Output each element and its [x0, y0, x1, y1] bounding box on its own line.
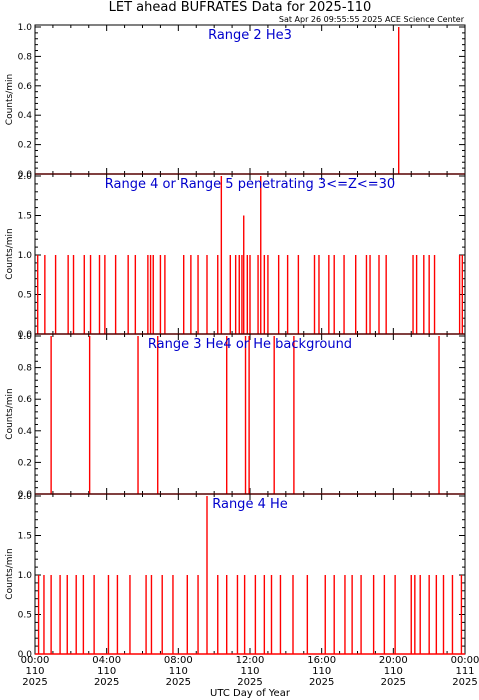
x-tick-time: 12:00 — [236, 655, 265, 666]
timestamp: Sat Apr 26 09:55:55 2025 ACE Science Cen… — [279, 15, 465, 24]
panel-frame — [34, 333, 466, 495]
y-tick-label: 2.0 — [18, 172, 33, 182]
panel-4: 0.0 0.5 1.0 1.5 2.0 Counts/min Range 4 He — [5, 492, 466, 660]
y-axis-label: Counts/min — [5, 228, 15, 279]
x-tick-year: 2025 — [237, 677, 262, 688]
panel-frame — [34, 24, 466, 175]
x-tick-time: 08:00 — [164, 655, 193, 666]
y-tick-label: 0.0 — [18, 650, 33, 660]
y-tick-label: 2.0 — [18, 492, 33, 502]
x-tick-year: 2025 — [309, 677, 334, 688]
x-tick-time: 16:00 — [307, 655, 336, 666]
y-tick-label: 0.8 — [18, 52, 33, 62]
y-axis-label: Counts/min — [5, 74, 15, 125]
y-tick-label: 1.0 — [18, 571, 33, 581]
y-axis-label: Counts/min — [5, 548, 15, 599]
y-tick-label: 1.5 — [18, 532, 32, 542]
y-tick-label: 1.0 — [18, 251, 33, 261]
x-tick-doy: 110 — [97, 666, 116, 677]
y-tick-label: 0.0 — [18, 170, 33, 180]
panel-label: Range 4 or Range 5 penetrating 3<=Z<=30 — [105, 177, 395, 192]
y-axis-label: Counts/min — [5, 388, 15, 439]
x-tick-year: 2025 — [22, 677, 47, 688]
y-tick-label: 1.5 — [18, 212, 32, 222]
y-tick-label: 0.0 — [18, 490, 33, 500]
y-tick-label: 0.2 — [18, 458, 32, 468]
panel-label: Range 2 He3 — [208, 28, 292, 43]
x-tick-doy: 111 — [455, 666, 474, 677]
x-tick-year: 2025 — [381, 677, 406, 688]
x-tick-time: 20:00 — [379, 655, 408, 666]
chart-title: LET ahead BUFRATES Data for 2025-110 — [109, 0, 372, 15]
x-tick-year: 2025 — [94, 677, 119, 688]
panel-label: Range 4 He — [212, 497, 288, 512]
y-tick-label: 1.0 — [18, 23, 33, 33]
y-tick-label: 0.5 — [18, 291, 32, 301]
panel-frame — [34, 493, 466, 655]
panel-3: 0.0 0.2 0.4 0.6 0.8 1.0 Counts/min Range 3 He4 … — [5, 332, 466, 500]
x-tick-time: 04:00 — [92, 655, 121, 666]
x-tick-doy: 110 — [312, 666, 331, 677]
y-tick-label: 0.2 — [18, 141, 32, 151]
panel-1: 0.0 0.2 0.4 0.6 0.8 1.0 Counts/min Range 2 He3 — [5, 23, 466, 180]
x-axis-label: UTC Day of Year — [210, 688, 291, 699]
y-tick-label: 0.6 — [18, 395, 33, 405]
y-tick-label: 0.5 — [18, 611, 32, 621]
y-tick-label: 0.8 — [18, 364, 33, 374]
x-tick-year: 2025 — [452, 677, 477, 688]
panel-label: Range 3 He4 or He background — [148, 337, 352, 352]
x-tick-doy: 110 — [169, 666, 188, 677]
x-tick-doy: 110 — [25, 666, 44, 677]
y-tick-label: 0.4 — [18, 111, 33, 121]
y-tick-label: 0.0 — [18, 330, 33, 340]
x-tick-year: 2025 — [166, 677, 191, 688]
y-tick-label: 0.4 — [18, 427, 33, 437]
x-tick-doy: 110 — [384, 666, 403, 677]
x-tick-time: 00:00 — [21, 655, 50, 666]
x-tick-time: 00:00 — [451, 655, 479, 666]
x-tick-doy: 110 — [240, 666, 259, 677]
x-axis: 00:00110202504:00110202508:00110202512:0… — [21, 655, 479, 688]
panel-2: 0.0 0.5 1.0 1.5 2.0 Counts/min Range 4 or Rang… — [5, 172, 466, 340]
y-tick-label: 0.6 — [18, 82, 33, 92]
y-tick-label: 1.0 — [18, 332, 33, 342]
